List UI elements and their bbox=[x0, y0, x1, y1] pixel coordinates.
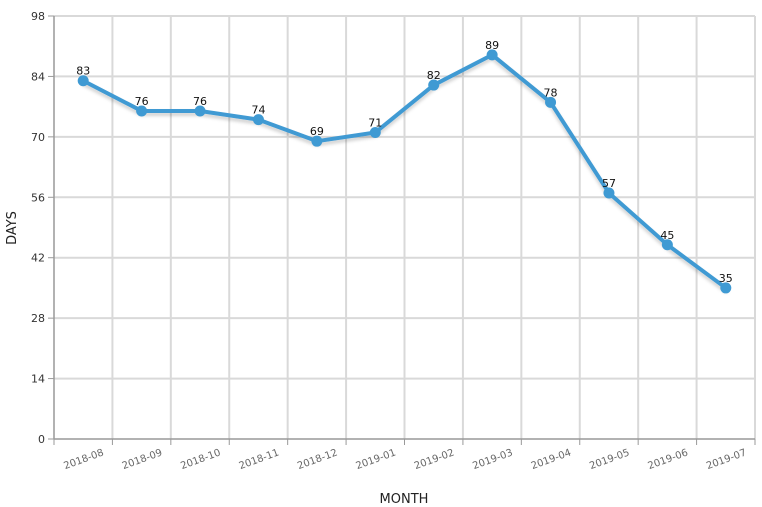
data-label: 82 bbox=[427, 69, 441, 82]
x-tick-label: 2019-07 bbox=[705, 447, 748, 472]
data-point[interactable] bbox=[77, 75, 89, 87]
y-tick-label: 28 bbox=[31, 312, 45, 325]
x-tick-label: 2019-02 bbox=[413, 447, 456, 472]
data-label: 69 bbox=[310, 125, 324, 138]
data-point[interactable] bbox=[486, 49, 498, 61]
x-tick-label: 2019-01 bbox=[354, 447, 397, 472]
x-tick-label: 2018-11 bbox=[238, 447, 281, 472]
x-axis-title: MONTH bbox=[380, 492, 429, 507]
data-label: 89 bbox=[485, 39, 499, 52]
data-point[interactable] bbox=[603, 187, 615, 199]
x-tick-label: 2018-12 bbox=[296, 447, 339, 472]
y-tick-label: 14 bbox=[31, 373, 45, 386]
y-tick-label: 0 bbox=[38, 433, 45, 446]
x-tick-label: 2019-03 bbox=[471, 447, 514, 472]
data-label: 35 bbox=[719, 272, 733, 285]
data-label: 83 bbox=[76, 65, 90, 78]
series-line bbox=[81, 52, 728, 290]
y-tick-label: 56 bbox=[31, 191, 45, 204]
y-tick-label: 70 bbox=[31, 131, 45, 144]
data-label-layer: 83 76 76 74 69 71 82 89 78 57 45 35 bbox=[76, 39, 733, 285]
data-point[interactable] bbox=[252, 114, 264, 126]
data-label: 71 bbox=[368, 117, 382, 130]
data-label: 45 bbox=[660, 229, 674, 242]
y-axis-title: DAYS bbox=[5, 211, 20, 245]
y-tick-label: 84 bbox=[31, 70, 45, 83]
x-tick-label: 2018-08 bbox=[62, 447, 105, 472]
x-tick-label: 2018-09 bbox=[121, 447, 164, 472]
data-point[interactable] bbox=[136, 105, 148, 117]
data-label: 74 bbox=[251, 104, 265, 117]
y-tick-label: 42 bbox=[31, 252, 45, 265]
axes: 0 14 28 42 56 70 84 98 2018-08 2018-09 2018-10 2018… bbox=[31, 10, 756, 472]
data-label: 76 bbox=[193, 95, 207, 108]
data-point[interactable] bbox=[545, 96, 557, 108]
data-point[interactable] bbox=[661, 239, 673, 251]
data-point[interactable] bbox=[369, 127, 381, 139]
data-label: 57 bbox=[602, 177, 616, 190]
data-point[interactable] bbox=[311, 135, 323, 147]
x-tick-label: 2019-05 bbox=[588, 447, 631, 472]
x-tick-label: 2018-10 bbox=[179, 447, 222, 472]
x-tick-label: 2019-06 bbox=[647, 447, 690, 472]
data-label: 76 bbox=[135, 95, 149, 108]
data-label: 78 bbox=[544, 86, 558, 99]
data-point[interactable] bbox=[428, 79, 440, 91]
y-tick-label: 98 bbox=[31, 10, 45, 23]
data-point[interactable] bbox=[194, 105, 206, 117]
series-layer bbox=[77, 49, 732, 294]
data-point[interactable] bbox=[720, 282, 732, 294]
x-tick-label: 2019-04 bbox=[530, 447, 573, 472]
grid bbox=[54, 15, 756, 439]
